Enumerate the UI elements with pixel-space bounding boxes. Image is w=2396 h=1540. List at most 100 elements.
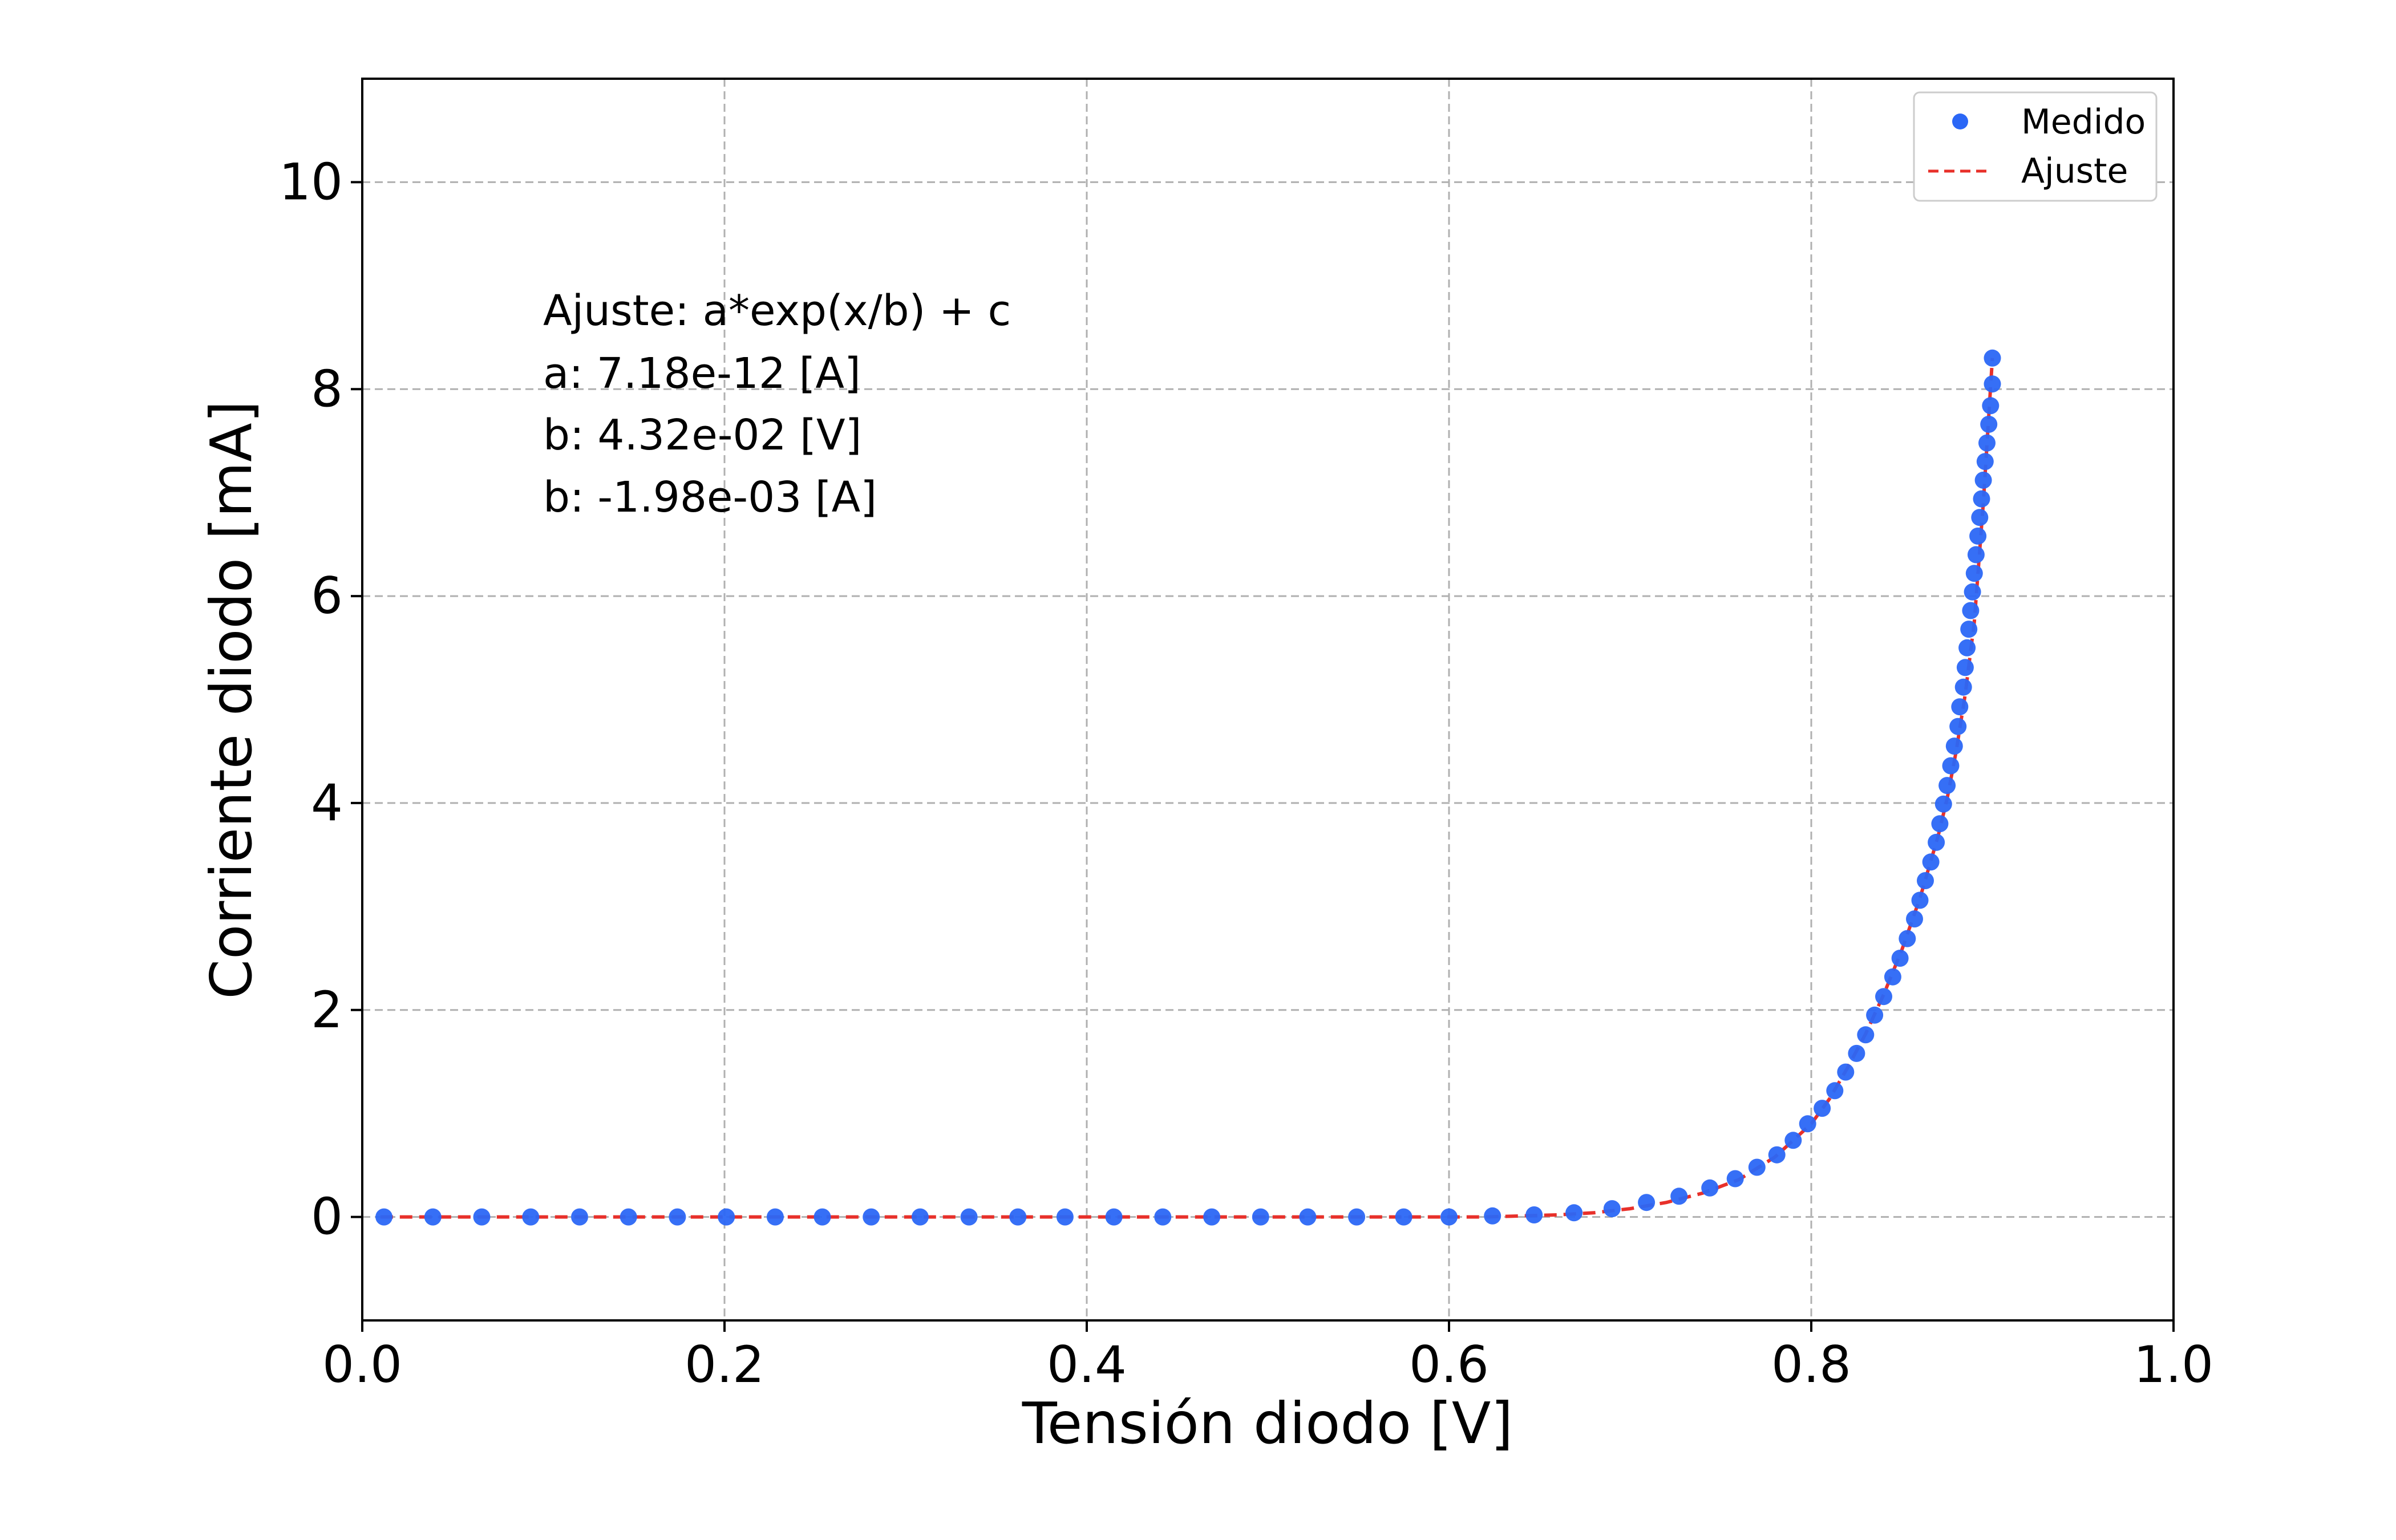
data-point [1931,815,1949,833]
data-point [1875,988,1892,1006]
data-point [1974,471,1992,489]
data-point [1951,698,1969,716]
x-axis-ticks: 0.0 0.2 0.4 0.6 0.8 1.0 [322,1320,2213,1394]
fit-annotation: Ajuste: a*exp(x/b) + c a: 7.18e-12 [A] b… [543,286,1011,522]
data-point [1978,434,1996,452]
data-point [1899,930,1916,947]
data-point [1348,1208,1366,1226]
data-point [1960,621,1978,638]
data-point [1958,639,1976,656]
data-point [1105,1208,1123,1226]
data-point [1906,910,1923,928]
y-axis-title: Corriente diodo [mA] [198,400,265,999]
data-point [1984,349,2001,367]
data-point [1857,1026,1875,1044]
data-point [1984,375,2001,393]
data-point [1484,1207,1501,1225]
data-point [1976,453,1994,471]
data-point [766,1208,784,1226]
data-point [960,1208,978,1226]
data-point [473,1208,491,1226]
annotation-line: a: 7.18e-12 [A] [543,349,861,398]
data-point [1965,565,1983,582]
data-point [1938,777,1956,795]
data-point [1203,1208,1221,1226]
data-point [1768,1146,1786,1164]
data-point [1440,1208,1458,1226]
x-tick-label: 0.0 [322,1335,402,1394]
data-point [1962,602,1980,619]
y-tick-label: 10 [279,152,343,211]
data-point [1980,415,1998,433]
legend-marker-medido [1952,114,1968,129]
data-point [1954,678,1972,696]
y-tick-label: 2 [311,980,343,1039]
data-point [1009,1208,1027,1226]
data-point [1252,1208,1269,1226]
data-point [1964,583,1981,601]
data-point [1726,1170,1744,1188]
annotation-line: Ajuste: a*exp(x/b) + c [543,286,1011,335]
data-point [1603,1200,1621,1218]
data-point [1154,1208,1172,1226]
data-point [424,1208,442,1226]
y-axis-ticks: 0 2 4 6 8 10 [279,152,362,1246]
y-tick-label: 6 [311,566,343,625]
legend-box [1913,91,2158,202]
data-point [813,1208,831,1226]
data-point [1525,1206,1543,1223]
data-point [1837,1063,1855,1081]
data-point [571,1208,588,1226]
data-point [1942,757,1960,775]
x-tick-label: 0.2 [685,1335,764,1394]
x-axis-title: Tensión diodo [V] [1022,1390,1513,1457]
data-point [1799,1115,1816,1133]
data-point [863,1208,880,1226]
data-point [522,1208,540,1226]
data-point [1814,1100,1831,1117]
data-point [1748,1158,1766,1176]
annotation-line: b: -1.98e-03 [A] [543,473,877,522]
data-point [1299,1208,1317,1226]
data-point [1670,1188,1688,1205]
data-point [1638,1194,1656,1211]
legend-label-medido: Medido [2021,102,2146,142]
data-point [1956,659,1974,676]
data-point [1848,1044,1865,1062]
data-point [1826,1082,1844,1100]
annotation-line: b: 4.32e-02 [V] [543,411,861,460]
data-point [1971,509,1989,526]
data-point [375,1208,393,1226]
data-point [1784,1132,1802,1149]
data-point [1917,872,1934,889]
data-point [911,1208,929,1226]
y-tick-label: 4 [311,773,343,832]
data-point [1565,1204,1583,1222]
data-point [1973,490,1990,508]
data-point [620,1208,637,1226]
data-point [1056,1208,1074,1226]
data-point [718,1208,735,1226]
y-tick-label: 8 [311,359,343,418]
data-point [1884,968,1901,986]
x-tick-label: 0.4 [1047,1335,1127,1394]
x-tick-label: 0.6 [1409,1335,1489,1394]
data-point [1969,527,1987,545]
data-point [1928,833,1945,851]
legend: Medido Ajuste [1913,91,2158,202]
legend-label-ajuste: Ajuste [2021,151,2128,191]
data-point [1891,950,1909,967]
plot-frame [361,78,2175,1322]
data-point [1701,1179,1719,1197]
data-point [1949,718,1967,735]
data-point [1866,1006,1884,1024]
data-point [1982,397,2000,415]
data-point [669,1208,686,1226]
data-point [1934,795,1952,813]
x-tick-label: 0.8 [1771,1335,1851,1394]
points-layer [375,349,2001,1226]
y-tick-label: 0 [311,1188,343,1246]
data-point [1395,1208,1412,1226]
